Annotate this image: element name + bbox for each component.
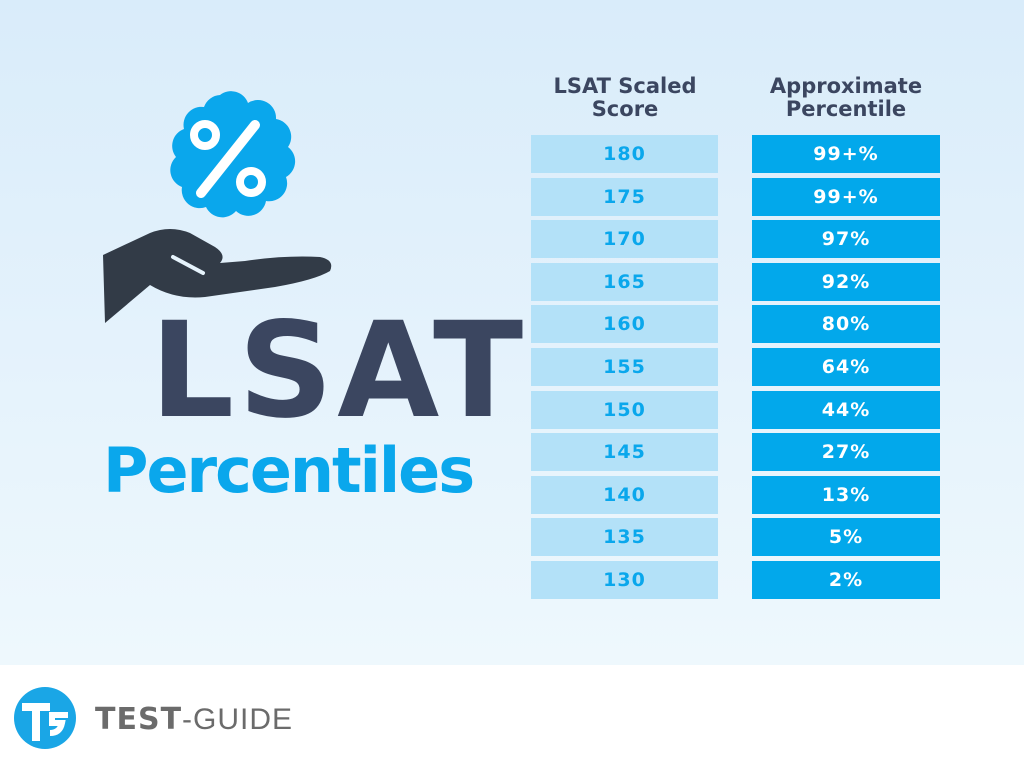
score-cell: 135 <box>531 518 718 557</box>
title-percentiles: Percentiles <box>103 434 475 507</box>
percent-badge-icon <box>170 91 296 218</box>
percentile-cell: 5% <box>752 518 940 557</box>
score-cell: 165 <box>531 262 718 301</box>
score-cell: 130 <box>531 561 718 599</box>
percentile-cell: 44% <box>752 390 940 429</box>
score-cell: 150 <box>531 390 718 429</box>
percentile-cell: 99+% <box>752 135 940 173</box>
percentile-cell: 27% <box>752 433 940 472</box>
percentile-cell: 80% <box>752 305 940 344</box>
score-cell: 155 <box>531 348 718 386</box>
test-guide-logo <box>14 687 76 749</box>
brand-name: TEST-GUIDE <box>95 702 293 737</box>
brand-light: -GUIDE <box>182 703 294 736</box>
percentile-cell: 2% <box>752 561 940 599</box>
percentile-cell: 99+% <box>752 177 940 216</box>
percentile-cell: 64% <box>752 348 940 386</box>
percentile-cell: 13% <box>752 475 940 514</box>
score-cell: 160 <box>531 305 718 344</box>
score-cell: 170 <box>531 220 718 259</box>
footer <box>0 665 1024 768</box>
hand-holding-percent-icon <box>103 91 332 323</box>
title-lsat: LSAT <box>150 294 528 448</box>
score-cell: 145 <box>531 433 718 472</box>
score-cell: 180 <box>531 135 718 173</box>
score-cell: 175 <box>531 177 718 216</box>
score-cell: 140 <box>531 475 718 514</box>
hand-icon <box>103 229 332 323</box>
percentile-cell: 97% <box>752 220 940 259</box>
column-header-score: LSAT Scaled Score <box>553 74 697 121</box>
column-header-percentile: Approximate Percentile <box>769 74 923 121</box>
percentile-cell: 92% <box>752 262 940 301</box>
brand-bold: TEST <box>95 702 183 737</box>
